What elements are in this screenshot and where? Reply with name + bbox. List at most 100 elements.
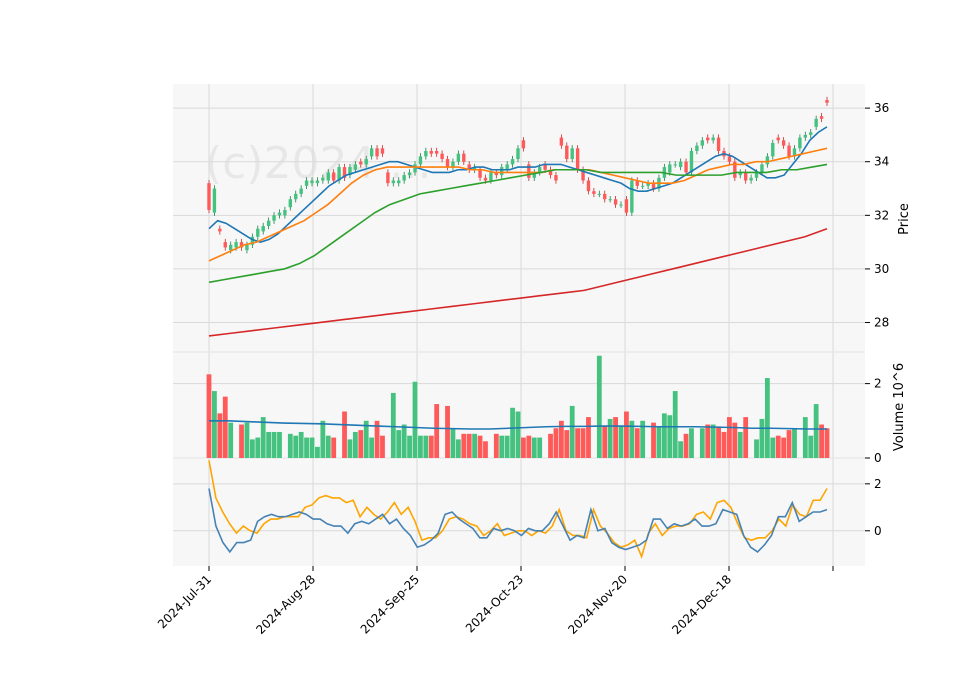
candle-body (283, 209, 287, 216)
candle-body (592, 191, 596, 194)
candle-body (711, 137, 715, 141)
volume-average-line (209, 420, 827, 430)
candle-body (375, 148, 379, 157)
candle-body (700, 140, 705, 146)
candle-body (489, 172, 493, 181)
volume-bar (217, 413, 223, 458)
volume-bar (483, 441, 488, 458)
volume-bar (548, 433, 553, 458)
candle-body (386, 172, 390, 184)
volume-bar (770, 437, 776, 458)
candle-body (635, 180, 639, 186)
volume-bar (721, 431, 727, 458)
volume-bar (629, 420, 635, 458)
candle-body (256, 228, 260, 237)
candle-body (516, 148, 520, 160)
candle-body (586, 180, 591, 192)
x-tick-label: 2024-Aug-28 (253, 572, 318, 637)
candle-body (500, 167, 504, 176)
candle-body (809, 132, 813, 135)
candle-body (743, 172, 748, 181)
candle-body (798, 137, 802, 149)
volume-bar (683, 433, 689, 458)
volume-bar (309, 437, 315, 458)
candle-body (543, 164, 547, 170)
volume-bar (293, 435, 299, 458)
candle-body (575, 148, 580, 170)
volume-bar (537, 437, 543, 458)
candle-body (418, 156, 423, 165)
price-y-tick-label: 30 (874, 262, 889, 276)
candle-body (456, 153, 461, 162)
volume-bar (775, 435, 781, 458)
volume-bar (466, 433, 472, 458)
volume-bar (374, 420, 380, 458)
x-tick-label: 2024-Dec-18 (669, 572, 734, 637)
candle-body (321, 177, 325, 181)
price-y-tick-label: 32 (874, 208, 889, 222)
candle-body (445, 159, 450, 168)
volume-bar (634, 428, 640, 458)
volume-bar (596, 355, 602, 458)
candle-body (771, 142, 775, 157)
volume-bar (743, 417, 749, 458)
volume-bar (564, 430, 570, 458)
volume-bar (716, 426, 721, 458)
volume-bar (613, 417, 618, 458)
candle-body (521, 140, 526, 149)
candle-body (218, 228, 222, 232)
candle-body (597, 193, 602, 195)
volume-bar (434, 404, 440, 458)
candle-body (689, 151, 694, 173)
candle-body (640, 185, 645, 187)
volume-bar (455, 439, 461, 458)
volume-bar (212, 391, 217, 458)
volume-bar (813, 404, 819, 458)
candle-body (299, 188, 303, 194)
candle-body (754, 172, 759, 178)
volume-bar (661, 413, 667, 458)
candle-body (407, 172, 412, 176)
candle-body (472, 167, 477, 170)
candle-body (537, 167, 542, 173)
volume-bar (689, 428, 694, 458)
candle-body (673, 164, 677, 166)
candle-body (462, 153, 466, 162)
volume-bar (515, 411, 521, 458)
volume-bar (786, 430, 792, 458)
candle-body (581, 169, 585, 181)
volume-bar (792, 428, 797, 458)
candle-body (776, 137, 780, 141)
candle-body (760, 164, 764, 173)
candle-body (359, 161, 363, 165)
candle-body (559, 137, 564, 146)
volume-bar (651, 422, 656, 458)
candle-body (261, 226, 265, 232)
candle-body (624, 199, 629, 213)
price-y-tick-label: 36 (874, 101, 889, 115)
x-tick-label: 2024-Jul-31 (155, 572, 214, 631)
candle-body (603, 193, 607, 200)
volume-bar (401, 424, 407, 458)
volume-bar (287, 433, 293, 458)
volume-bar (624, 411, 629, 458)
candle-body (814, 118, 818, 127)
candle-body (429, 151, 433, 154)
candle-body (825, 100, 829, 103)
volume-bar (298, 431, 304, 458)
volume-bar (352, 431, 358, 458)
candle-body (733, 161, 737, 178)
candle-body (277, 212, 282, 216)
candle-body (565, 145, 569, 160)
volume-bar (656, 426, 662, 458)
volume-bar (244, 422, 250, 458)
volume-bar (504, 435, 510, 458)
candle-body (478, 169, 482, 178)
volume-bar (418, 435, 423, 458)
candle-body (353, 164, 358, 170)
volume-bar (781, 437, 787, 458)
candle-body (548, 169, 553, 176)
candle-body (304, 180, 309, 186)
candle-body (424, 151, 428, 157)
